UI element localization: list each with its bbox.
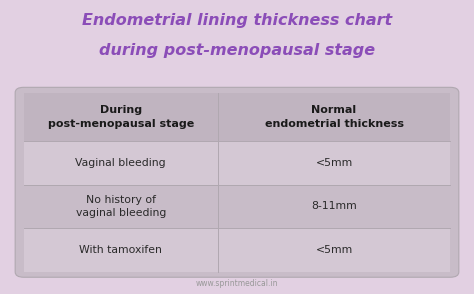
Text: www.sprintmedical.in: www.sprintmedical.in (196, 278, 278, 288)
FancyBboxPatch shape (24, 185, 218, 228)
Text: During
post-menopausal stage: During post-menopausal stage (47, 105, 194, 128)
FancyBboxPatch shape (218, 93, 450, 141)
FancyBboxPatch shape (24, 141, 218, 185)
FancyBboxPatch shape (15, 87, 459, 277)
Text: during post-menopausal stage: during post-menopausal stage (99, 43, 375, 58)
FancyBboxPatch shape (24, 228, 218, 272)
Text: With tamoxifen: With tamoxifen (79, 245, 162, 255)
FancyBboxPatch shape (24, 93, 218, 141)
FancyBboxPatch shape (218, 185, 450, 228)
Text: <5mm: <5mm (315, 245, 353, 255)
FancyBboxPatch shape (218, 228, 450, 272)
Text: Normal
endometrial thickness: Normal endometrial thickness (264, 105, 403, 128)
Text: No history of
vaginal bleeding: No history of vaginal bleeding (75, 195, 166, 218)
Text: Vaginal bleeding: Vaginal bleeding (75, 158, 166, 168)
Text: 8-11mm: 8-11mm (311, 201, 357, 211)
FancyBboxPatch shape (218, 141, 450, 185)
Text: Endometrial lining thickness chart: Endometrial lining thickness chart (82, 13, 392, 28)
Text: <5mm: <5mm (315, 158, 353, 168)
